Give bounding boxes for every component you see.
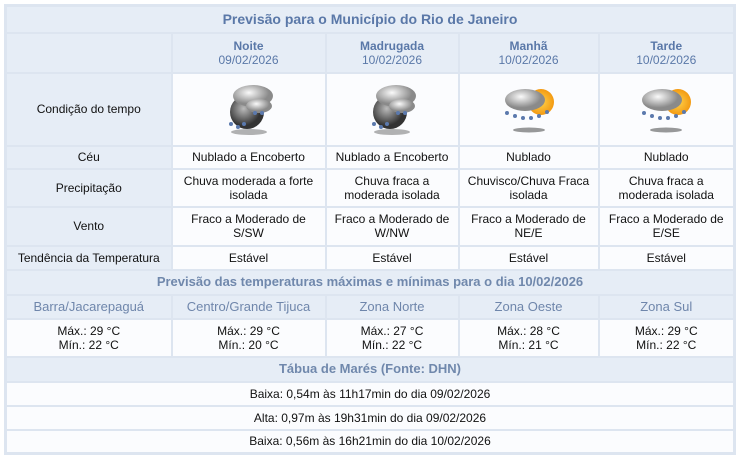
period-header: Madrugada 10/02/2026 (324, 31, 460, 74)
region-temps: Máx.: 28 °C Mín.: 21 °C (457, 317, 600, 358)
period-header: Tarde 10/02/2026 (597, 31, 736, 74)
night-cloudy-rain-icon (228, 84, 273, 135)
temperature-section-title: Previsão das temperaturas máximas e míni… (4, 268, 736, 296)
row-label: Vento (4, 205, 173, 247)
row-label: Tendência da Temperatura (4, 244, 173, 271)
sun-cloud-rain-icon (504, 88, 554, 132)
tide-row: Baixa: 0,54m às 11h17min do dia 09/02/20… (4, 380, 736, 407)
region-temps: Máx.: 29 °C Mín.: 22 °C (4, 317, 173, 358)
tide-section-title: Tábua de Marés (Fonte: DHN) (4, 355, 736, 383)
night-cloudy-rain-icon (372, 84, 416, 135)
wind-cell: Fraco a Moderado de NE/E (457, 205, 600, 247)
sky-cell: Nublado a Encoberto (324, 144, 460, 170)
region-header: Barra/Jacarepaguá (4, 293, 173, 320)
precip-cell: Chuva fraca a moderada isolada (597, 167, 736, 208)
row-label: Condição do tempo (4, 71, 173, 147)
precip-cell: Chuvisco/Chuva Fraca isolada (457, 167, 600, 208)
region-header: Zona Oeste (457, 293, 600, 320)
trend-cell: Estável (597, 244, 736, 271)
sky-cell: Nublado a Encoberto (170, 144, 327, 170)
table-title: Previsão para o Município do Rio de Jane… (4, 4, 736, 34)
forecast-table: Previsão para o Município do Rio de Jane… (4, 4, 736, 455)
tide-row: Baixa: 0,56m às 16h21min do dia 10/02/20… (4, 428, 736, 455)
region-temps: Máx.: 29 °C Mín.: 20 °C (170, 317, 327, 358)
precip-cell: Chuva fraca a moderada isolada (324, 167, 460, 208)
tide-row: Alta: 0,97m às 19h31min do dia 09/02/202… (4, 404, 736, 431)
trend-cell: Estável (324, 244, 460, 271)
sky-cell: Nublado (597, 144, 736, 170)
trend-cell: Estável (457, 244, 600, 271)
row-label: Céu (4, 144, 173, 170)
sun-cloud-rain-icon (642, 88, 692, 132)
region-temps: Máx.: 29 °C Mín.: 22 °C (597, 317, 736, 358)
trend-cell: Estável (170, 244, 327, 271)
region-temps: Máx.: 27 °C Mín.: 22 °C (324, 317, 460, 358)
region-header: Centro/Grande Tijuca (170, 293, 327, 320)
region-header: Zona Norte (324, 293, 460, 320)
region-header: Zona Sul (597, 293, 736, 320)
precip-cell: Chuva moderada a forte isolada (170, 167, 327, 208)
sky-cell: Nublado (457, 144, 600, 170)
period-header: Noite 09/02/2026 (170, 31, 327, 74)
period-header: Manhã 10/02/2026 (457, 31, 600, 74)
wind-cell: Fraco a Moderado de E/SE (597, 205, 736, 247)
wind-cell: Fraco a Moderado de W/NW (324, 205, 460, 247)
row-label: Precipitação (4, 167, 173, 208)
wind-cell: Fraco a Moderado de S/SW (170, 205, 327, 247)
